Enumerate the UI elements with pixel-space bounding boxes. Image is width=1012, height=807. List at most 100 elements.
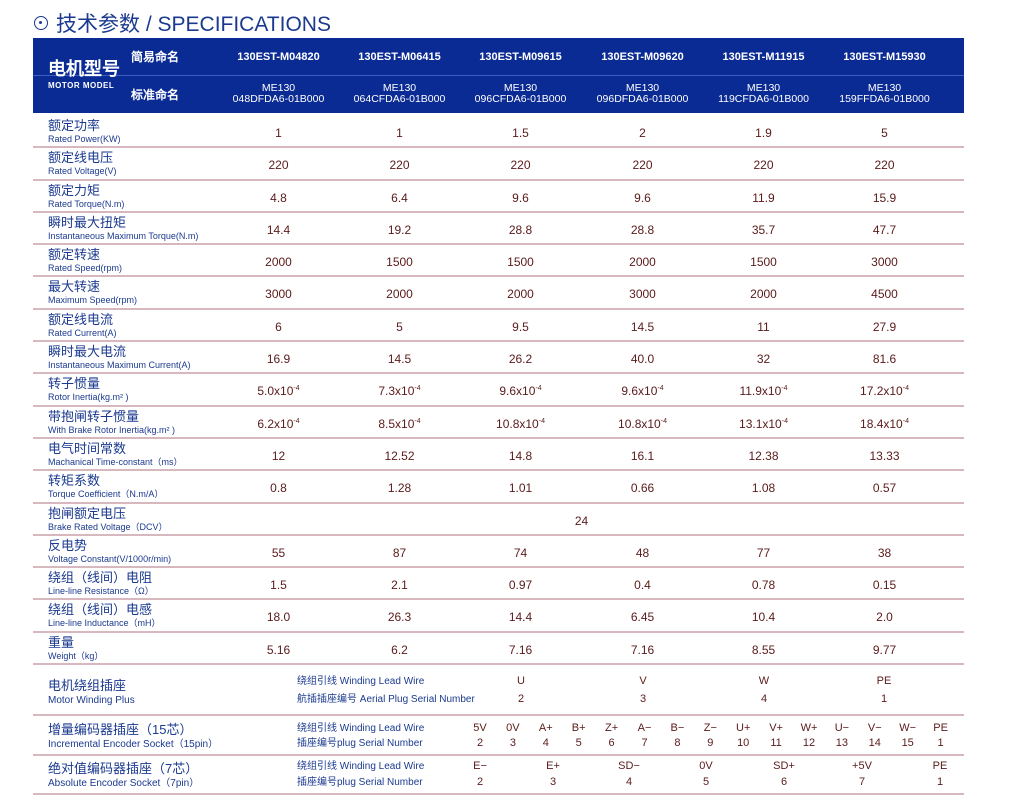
table-row: 反电势 Voltage Constant(V/1000r/min) 55 87 74 48…: [33, 536, 964, 569]
param-name-en: Line-line Resistance（Ω）: [48, 586, 154, 597]
param-value: 28.8: [584, 223, 701, 237]
param-value: 1: [341, 126, 458, 140]
value-exponent: -4: [414, 417, 421, 425]
param-name-cn: 额定力矩: [48, 182, 101, 198]
value-text: 10.4: [751, 610, 776, 625]
table-row: 转子惯量 Rotor Inertia(kg.m² ) 5.0x10-4 7.3x10-…: [33, 374, 964, 407]
standard-name: ME130 096CFDA6-01B000: [462, 83, 579, 105]
wire-name: U−: [834, 722, 850, 734]
wire-name: A−: [637, 722, 652, 734]
value-text: 55: [271, 545, 286, 560]
value-text: 47.7: [872, 222, 897, 237]
value-text: 0.4: [634, 578, 651, 593]
param-value: 6.4: [341, 191, 458, 205]
standard-name-label: 标准命名: [131, 88, 180, 102]
pin-number: 9: [707, 737, 714, 749]
param-value: 3000: [826, 255, 943, 269]
value-text: 10.8x10: [496, 416, 539, 431]
table-row: 最大转速 Maximum Speed(rpm) 3000 2000 2000 3000 20…: [33, 277, 964, 310]
param-value: 220: [584, 158, 701, 172]
param-value: 14.5: [341, 352, 458, 366]
standard-name: ME130 119CFDA6-01B000: [705, 83, 822, 105]
serial-number-label: 航插插座编号 Aerial Plug Serial Number: [297, 694, 475, 705]
value-exponent: -4: [538, 417, 545, 425]
value-text: 3000: [871, 255, 898, 270]
param-name-en: Maximum Speed(rpm): [48, 295, 138, 306]
pin-number: 5: [575, 737, 582, 749]
param-value: 9.6: [584, 191, 701, 205]
circle-dot-icon: [34, 16, 48, 30]
param-name-cn: 转矩系数: [48, 473, 101, 489]
value-text: 14.4: [508, 610, 533, 625]
value-text: 2000: [750, 287, 777, 302]
pin-number: 3: [549, 776, 557, 788]
param-name-en: Voltage Constant(V/1000r/min): [48, 553, 172, 564]
pin-number: 12: [802, 737, 816, 749]
wire-name: 5V: [473, 722, 487, 734]
serial-number-label: 插座编号plug Serial Number: [297, 777, 423, 788]
value-text: 12: [271, 448, 286, 463]
pin-number: 6: [608, 737, 615, 749]
wire-name: E+: [546, 760, 560, 772]
title-text: 技术参数 / SPECIFICATIONS: [56, 13, 331, 36]
param-value: 55: [220, 546, 337, 560]
param-value: 17.2x10-4: [826, 384, 943, 398]
wire-name: E−: [473, 760, 487, 772]
param-value: 9.6x10-4: [462, 384, 579, 398]
param-name-en: Rated Speed(rpm): [48, 263, 123, 274]
table-row: 抱闸额定电压 Brake Rated Voltage（DCV） 24: [33, 504, 964, 536]
motor-model-en: MOTOR MODEL: [48, 81, 115, 90]
value-text: 77: [756, 545, 771, 560]
motor-winding-section: 电机绕组插座 Motor Winding Plus 绕组引线 Winding Lea…: [33, 665, 964, 716]
value-text: 220: [632, 158, 653, 173]
value-text: 8.55: [751, 642, 776, 657]
param-name-cn: 绕组（线间）电感: [48, 602, 153, 618]
param-name-cn: 反电势: [48, 537, 88, 553]
value-text: 3000: [629, 287, 656, 302]
table-row: 额定线电流 Rated Current(A) 6 5 9.5 14.5 11 27.9: [33, 310, 964, 343]
table-row: 电气时间常数 Machanical Time-constant（ms） 12 12.5…: [33, 439, 964, 472]
standard-name-line2: 119CFDA6-01B000: [718, 93, 809, 105]
simple-name: 130EST-M06415: [358, 51, 441, 63]
value-text: 11.9: [752, 190, 775, 205]
value-text: 4500: [871, 287, 898, 302]
value-text: 1.5: [270, 578, 287, 593]
param-value: 220: [826, 158, 943, 172]
pin-number: 5: [702, 776, 710, 788]
param-name-en: Rated Voltage(V): [48, 166, 117, 177]
header-divider: [33, 75, 964, 76]
value-text: 10.8x10: [618, 416, 661, 431]
value-exponent: -4: [657, 385, 664, 393]
param-value: 81.6: [826, 352, 943, 366]
pin-number: 6: [780, 776, 788, 788]
param-name-en: Instantaneous Maximum Current(A): [48, 360, 191, 371]
param-value: 35.7: [705, 223, 822, 237]
value-text: 27.9: [872, 319, 897, 334]
value-text: 87: [392, 545, 407, 560]
param-value: 27.9: [826, 320, 943, 334]
pin-number: 1: [936, 776, 944, 788]
value-exponent: -4: [781, 417, 788, 425]
param-value: 14.5: [584, 320, 701, 334]
value-text: 1500: [386, 255, 413, 270]
param-name-cn: 瞬时最大电流: [48, 344, 127, 360]
wire-name: V+: [769, 722, 783, 734]
param-value: 6: [220, 320, 337, 334]
param-value: 2.1: [341, 578, 458, 592]
standard-name-line2: 064CFDA6-01B000: [353, 93, 446, 105]
table-row: 带抱闸转子惯量 With Brake Rotor Inertia(kg.m² ) 6…: [33, 407, 964, 439]
param-value: 3000: [584, 287, 701, 301]
param-value: 1.5: [462, 126, 579, 140]
param-value: 15.9: [826, 191, 943, 205]
pin-number: 2: [517, 693, 525, 705]
value-exponent: -4: [535, 385, 542, 393]
value-text: 5: [881, 126, 888, 140]
value-text: 1: [396, 126, 403, 140]
standard-name-line2: 048DFDA6-01B000: [232, 93, 325, 105]
value-text: 7.16: [630, 642, 655, 657]
value-text: 6.45: [630, 610, 655, 625]
param-value: 11.9x10-4: [705, 384, 822, 398]
value-text: 35.7: [751, 222, 776, 237]
param-value: 1.01: [462, 481, 579, 495]
value-text: 0.57: [872, 481, 897, 496]
